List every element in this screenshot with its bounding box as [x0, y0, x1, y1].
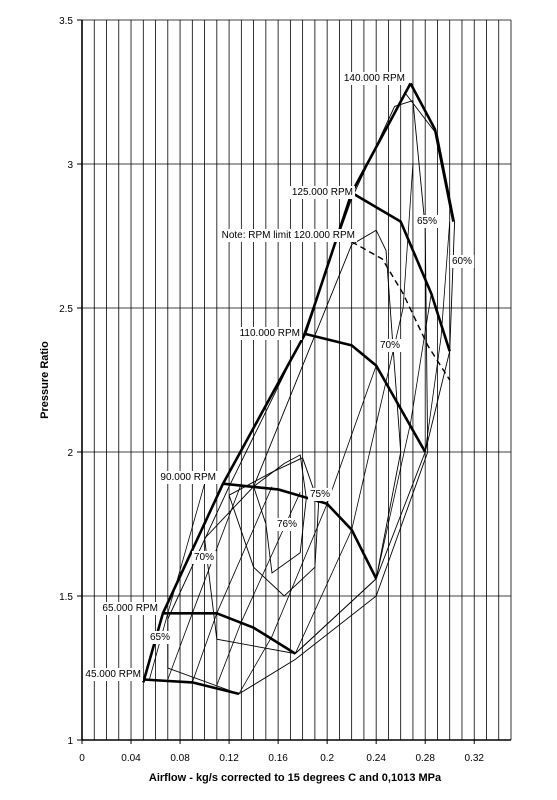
efficiency-island — [253, 454, 307, 574]
x-tick-label: 0.32 — [464, 753, 484, 764]
x-tick-label: 0.24 — [366, 753, 386, 764]
rpm-limit-note-bg — [219, 229, 357, 242]
x-tick-label: 0.16 — [268, 753, 288, 764]
speed-line-label: 110.000 RPM — [240, 328, 300, 339]
speed-line-label: 65.000 RPM — [102, 603, 158, 614]
x-axis-title: Airflow - kg/s corrected to 15 degrees C… — [149, 772, 442, 784]
efficiency-label: 65% — [150, 632, 170, 643]
x-tick-label: 0 — [79, 753, 85, 764]
series — [142, 82, 456, 696]
efficiency-label-bg — [449, 255, 475, 268]
speed-line-label-bg — [341, 72, 407, 85]
y-axis-title: Pressure Ratio — [39, 341, 51, 419]
efficiency-label-bg — [147, 631, 173, 644]
speed-line — [409, 82, 455, 222]
surge-line — [142, 82, 412, 683]
speed-line-label: 140.000 RPM — [344, 73, 405, 84]
efficiency-label-bg — [414, 215, 440, 228]
x-tick-label: 0.28 — [415, 753, 435, 764]
labels: 140.000 RPM 125.000 RPM 110.000 RPM 90.000 … — [83, 72, 475, 681]
speed-line — [143, 678, 240, 696]
y-tick-label: 2.5 — [59, 304, 73, 315]
speed-line — [304, 332, 427, 453]
efficiency-label: 70% — [194, 552, 214, 563]
efficiency-island — [228, 457, 320, 597]
y-tick-label: 3.5 — [59, 16, 73, 27]
speed-line-label-bg — [83, 668, 143, 681]
efficiency-label-bg — [191, 551, 217, 564]
speed-line — [351, 191, 451, 352]
speed-line-label: 90.000 RPM — [160, 472, 216, 483]
grid — [81, 19, 512, 741]
efficiency-label-bg — [307, 488, 333, 501]
rpm-limit-line — [351, 241, 451, 381]
axes: 1 1.5 2 2.5 3 3.5 0 0.04 0.08 0.12 0.16 0.2 0.24 0.28… — [39, 16, 484, 784]
x-tick-label: 0.2 — [320, 753, 334, 764]
x-tick-label: 0.12 — [219, 753, 239, 764]
rpm-limit-note: Note: RPM limit 120.000 RPM — [222, 230, 355, 241]
speed-line-label-bg — [100, 602, 160, 615]
speed-line — [162, 611, 296, 655]
efficiency-label-bg — [274, 518, 300, 531]
speed-line-label-bg — [237, 327, 302, 340]
flow-guide-line — [424, 221, 451, 453]
efficiency-label: 70% — [380, 340, 400, 351]
efficiency-label: 75% — [310, 489, 330, 500]
x-tick-label: 0.04 — [121, 753, 141, 764]
y-tick-label: 3 — [67, 160, 73, 171]
speed-line-label: 45.000 RPM — [85, 669, 141, 680]
speed-line-label-bg — [158, 471, 218, 484]
x-tick-label: 0.08 — [170, 753, 190, 764]
efficiency-label: 76% — [277, 519, 297, 530]
flow-guide-line — [238, 365, 377, 695]
y-tick-label: 1.5 — [59, 592, 73, 603]
efficiency-label: 65% — [417, 216, 437, 227]
speed-line-label-bg — [289, 186, 355, 199]
y-tick-label: 1 — [67, 736, 73, 747]
efficiency-label: 60% — [452, 256, 472, 267]
speed-line-label: 125.000 RPM — [292, 187, 353, 198]
speed-line — [222, 482, 378, 580]
y-tick-label: 2 — [67, 448, 73, 459]
efficiency-label-bg — [377, 339, 403, 352]
